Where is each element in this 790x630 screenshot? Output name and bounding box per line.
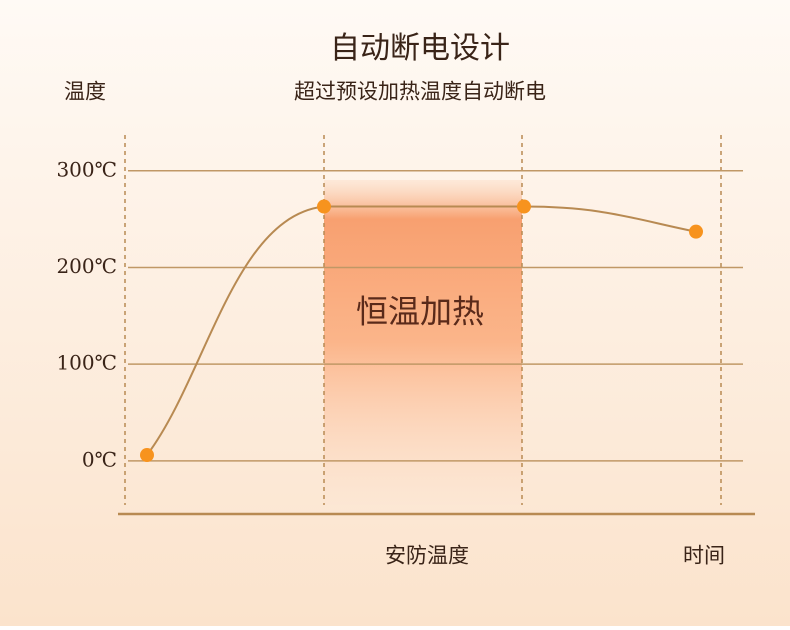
chart-title: 自动断电设计: [330, 31, 510, 66]
point: [517, 199, 531, 214]
heating-zone: [324, 180, 522, 505]
y-tick-label: 300℃: [56, 157, 117, 181]
subtitle: 超过预设加热温度自动断电: [294, 80, 546, 104]
y-tick-label: 200℃: [56, 254, 117, 278]
x-axis-label: 时间: [683, 544, 725, 568]
dividers: [124, 135, 722, 505]
y-tick-label: 0℃: [82, 447, 117, 471]
y-tick-label: 100℃: [56, 351, 117, 375]
zone-label: 恒温加热: [356, 293, 484, 331]
y-axis-label: 温度: [64, 80, 106, 104]
point: [317, 199, 331, 214]
annotation: 安防温度: [385, 544, 469, 568]
point: [689, 224, 703, 239]
point: [140, 448, 154, 463]
line: [146, 205, 697, 456]
